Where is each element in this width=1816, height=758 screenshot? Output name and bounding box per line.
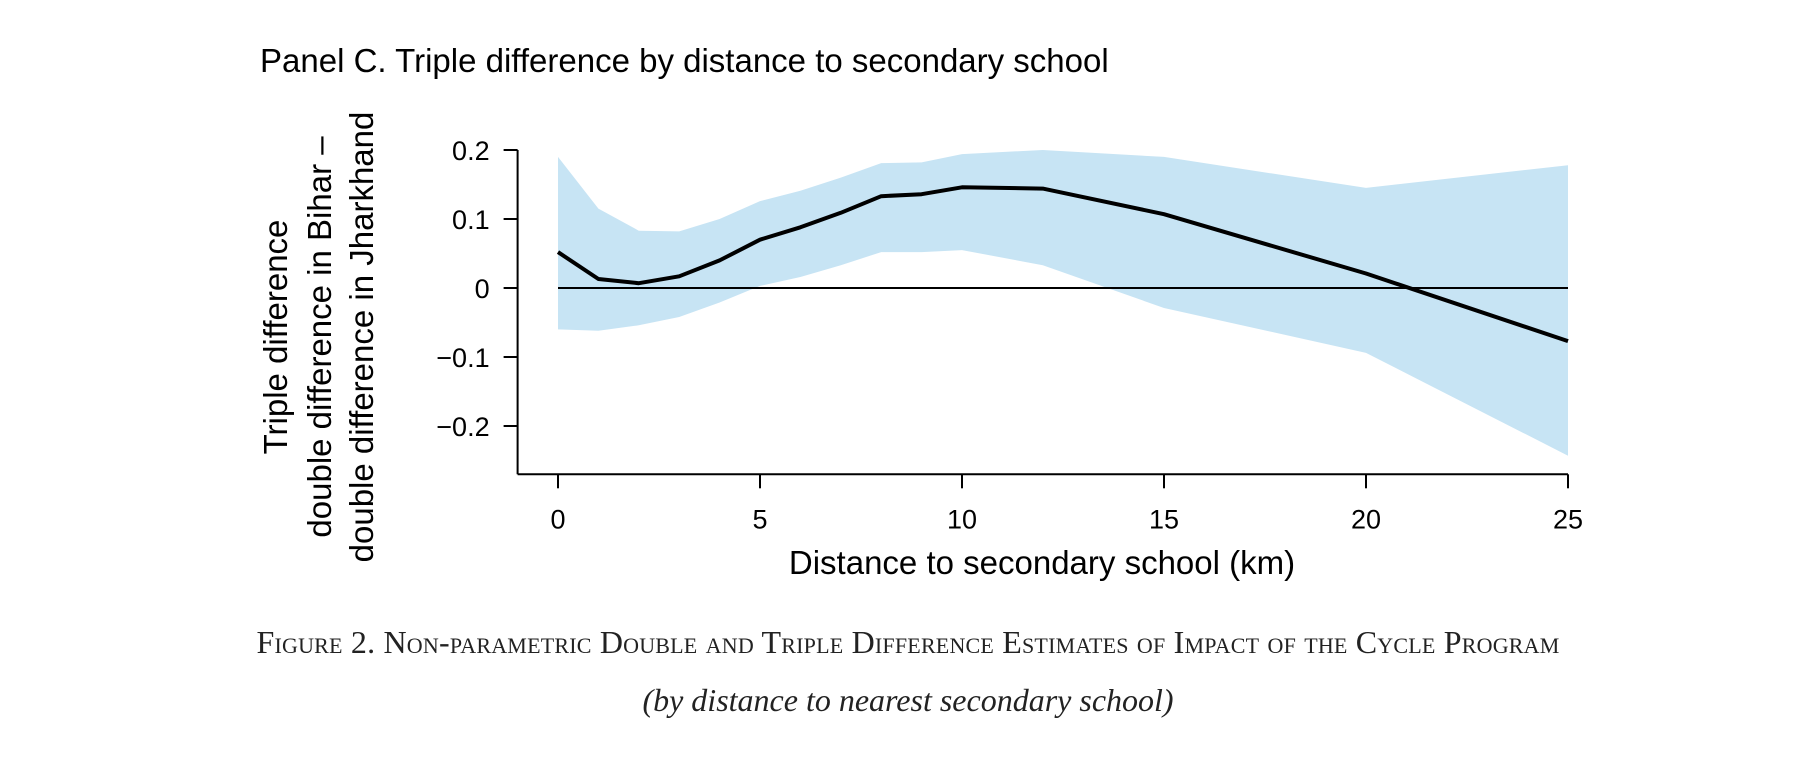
confidence-band (558, 150, 1568, 456)
y-tick-label: 0.2 (452, 136, 490, 166)
x-tick-label: 0 (550, 504, 565, 534)
x-tick-label: 10 (947, 504, 977, 534)
y-axis-label-line: Triple difference (257, 220, 294, 455)
y-tick-label: −0.2 (436, 412, 489, 442)
y-tick-label: 0 (475, 274, 490, 304)
y-axis-label-line: double difference in Jharkhand (343, 112, 380, 563)
figure-caption-subtitle: (by distance to nearest secondary school… (642, 682, 1174, 718)
chart: Panel C. Triple difference by distance t… (257, 42, 1583, 581)
y-axis-label-line: double difference in Bihar – (301, 136, 338, 538)
x-axis-label: Distance to secondary school (km) (789, 544, 1295, 581)
x-tick-label: 15 (1149, 504, 1179, 534)
y-tick-label: 0.1 (452, 205, 490, 235)
y-tick-label: −0.1 (436, 343, 489, 373)
figure-caption: Figure 2. Non-parametric Double and Trip… (256, 624, 1560, 660)
plot-area: 0.2 0.1 0 −0.1 −0.2 0 5 10 15 20 25 (436, 136, 1583, 534)
x-tick-label: 25 (1553, 504, 1583, 534)
y-axis-label: Triple difference double difference in Bi… (257, 112, 380, 563)
chart-title: Panel C. Triple difference by distance t… (260, 42, 1109, 79)
x-tick-label: 5 (752, 504, 767, 534)
estimate-line (556, 185, 1569, 343)
x-tick-label: 20 (1351, 504, 1381, 534)
